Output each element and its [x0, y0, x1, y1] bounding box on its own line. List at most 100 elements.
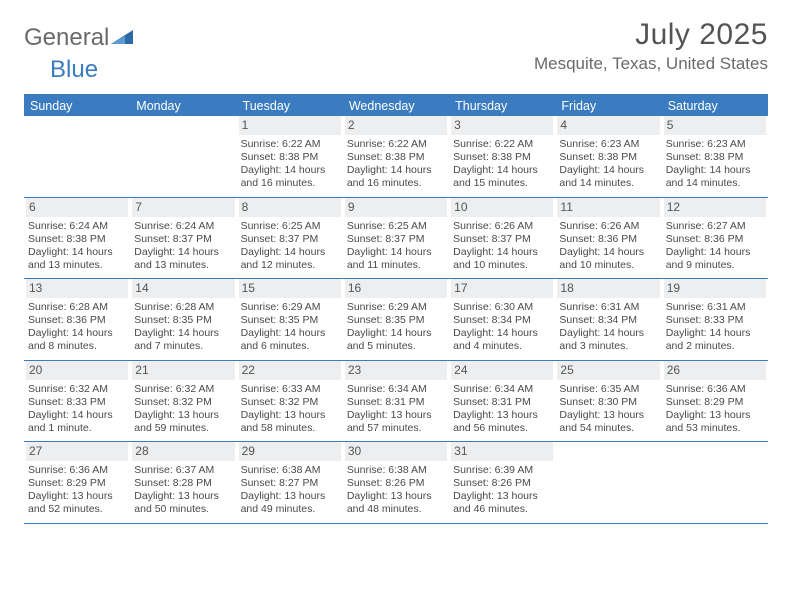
daylight-label-1: Daylight: 14 hours	[28, 327, 126, 340]
daylight-label-2: and 4 minutes.	[453, 340, 551, 353]
day-number: 14	[132, 279, 234, 298]
day-cell	[130, 116, 236, 197]
daylight-label-2: and 2 minutes.	[666, 340, 764, 353]
daylight-label-1: Daylight: 14 hours	[453, 246, 551, 259]
day-cell: 29Sunrise: 6:38 AMSunset: 8:27 PMDayligh…	[237, 442, 343, 523]
day-cell: 3Sunrise: 6:22 AMSunset: 8:38 PMDaylight…	[449, 116, 555, 197]
dow-cell: Sunday	[24, 96, 130, 116]
day-cell	[555, 442, 661, 523]
day-number: 22	[239, 361, 341, 380]
sunrise-label: Sunrise: 6:28 AM	[28, 301, 126, 314]
month-title: July 2025	[534, 18, 768, 52]
sunset-label: Sunset: 8:33 PM	[28, 396, 126, 409]
sunset-label: Sunset: 8:35 PM	[134, 314, 232, 327]
daylight-label-2: and 3 minutes.	[559, 340, 657, 353]
day-number: 12	[664, 198, 766, 217]
sunrise-label: Sunrise: 6:36 AM	[666, 383, 764, 396]
day-cell: 16Sunrise: 6:29 AMSunset: 8:35 PMDayligh…	[343, 279, 449, 360]
day-cell: 11Sunrise: 6:26 AMSunset: 8:36 PMDayligh…	[555, 198, 661, 279]
dow-cell: Wednesday	[343, 96, 449, 116]
daylight-label-1: Daylight: 14 hours	[666, 164, 764, 177]
day-number: 26	[664, 361, 766, 380]
day-number: 30	[345, 442, 447, 461]
sunset-label: Sunset: 8:33 PM	[666, 314, 764, 327]
logo: General	[24, 24, 135, 52]
daylight-label-1: Daylight: 14 hours	[559, 164, 657, 177]
sunrise-label: Sunrise: 6:38 AM	[347, 464, 445, 477]
sunrise-label: Sunrise: 6:22 AM	[453, 138, 551, 151]
daylight-label-1: Daylight: 13 hours	[453, 490, 551, 503]
day-number: 16	[345, 279, 447, 298]
day-cell: 6Sunrise: 6:24 AMSunset: 8:38 PMDaylight…	[24, 198, 130, 279]
sunrise-label: Sunrise: 6:32 AM	[28, 383, 126, 396]
day-number: 11	[557, 198, 659, 217]
daylight-label-2: and 13 minutes.	[28, 259, 126, 272]
daylight-label-1: Daylight: 13 hours	[559, 409, 657, 422]
sunset-label: Sunset: 8:38 PM	[559, 151, 657, 164]
sunrise-label: Sunrise: 6:35 AM	[559, 383, 657, 396]
daylight-label-1: Daylight: 13 hours	[453, 409, 551, 422]
daylight-label-2: and 1 minute.	[28, 422, 126, 435]
daylight-label-2: and 52 minutes.	[28, 503, 126, 516]
sunrise-label: Sunrise: 6:38 AM	[241, 464, 339, 477]
daylight-label-1: Daylight: 13 hours	[666, 409, 764, 422]
daylight-label-1: Daylight: 14 hours	[134, 246, 232, 259]
day-cell: 4Sunrise: 6:23 AMSunset: 8:38 PMDaylight…	[555, 116, 661, 197]
day-cell: 22Sunrise: 6:33 AMSunset: 8:32 PMDayligh…	[237, 361, 343, 442]
sunset-label: Sunset: 8:32 PM	[241, 396, 339, 409]
day-number: 17	[451, 279, 553, 298]
daylight-label-2: and 46 minutes.	[453, 503, 551, 516]
daylight-label-2: and 49 minutes.	[241, 503, 339, 516]
sunset-label: Sunset: 8:27 PM	[241, 477, 339, 490]
logo-text-general: General	[24, 24, 109, 52]
sunset-label: Sunset: 8:37 PM	[453, 233, 551, 246]
day-number: 4	[557, 116, 659, 135]
daylight-label-2: and 16 minutes.	[241, 177, 339, 190]
sunset-label: Sunset: 8:31 PM	[453, 396, 551, 409]
sunset-label: Sunset: 8:34 PM	[453, 314, 551, 327]
sunset-label: Sunset: 8:37 PM	[347, 233, 445, 246]
dow-row: SundayMondayTuesdayWednesdayThursdayFrid…	[24, 96, 768, 116]
sunrise-label: Sunrise: 6:24 AM	[134, 220, 232, 233]
sunrise-label: Sunrise: 6:29 AM	[241, 301, 339, 314]
day-cell: 25Sunrise: 6:35 AMSunset: 8:30 PMDayligh…	[555, 361, 661, 442]
daylight-label-1: Daylight: 14 hours	[666, 246, 764, 259]
day-cell: 26Sunrise: 6:36 AMSunset: 8:29 PMDayligh…	[662, 361, 768, 442]
day-cell: 17Sunrise: 6:30 AMSunset: 8:34 PMDayligh…	[449, 279, 555, 360]
day-cell: 23Sunrise: 6:34 AMSunset: 8:31 PMDayligh…	[343, 361, 449, 442]
daylight-label-2: and 10 minutes.	[559, 259, 657, 272]
daylight-label-1: Daylight: 14 hours	[134, 327, 232, 340]
sunset-label: Sunset: 8:34 PM	[559, 314, 657, 327]
day-cell: 12Sunrise: 6:27 AMSunset: 8:36 PMDayligh…	[662, 198, 768, 279]
sunrise-label: Sunrise: 6:31 AM	[559, 301, 657, 314]
daylight-label-2: and 15 minutes.	[453, 177, 551, 190]
day-number: 13	[26, 279, 128, 298]
day-cell: 7Sunrise: 6:24 AMSunset: 8:37 PMDaylight…	[130, 198, 236, 279]
day-number: 18	[557, 279, 659, 298]
day-number: 3	[451, 116, 553, 135]
daylight-label-1: Daylight: 14 hours	[241, 327, 339, 340]
day-cell: 30Sunrise: 6:38 AMSunset: 8:26 PMDayligh…	[343, 442, 449, 523]
day-cell: 1Sunrise: 6:22 AMSunset: 8:38 PMDaylight…	[237, 116, 343, 197]
sunrise-label: Sunrise: 6:36 AM	[28, 464, 126, 477]
day-number: 1	[239, 116, 341, 135]
week-row: 27Sunrise: 6:36 AMSunset: 8:29 PMDayligh…	[24, 442, 768, 524]
day-cell	[662, 442, 768, 523]
sunrise-label: Sunrise: 6:23 AM	[666, 138, 764, 151]
daylight-label-2: and 6 minutes.	[241, 340, 339, 353]
daylight-label-2: and 7 minutes.	[134, 340, 232, 353]
day-number: 25	[557, 361, 659, 380]
day-cell: 2Sunrise: 6:22 AMSunset: 8:38 PMDaylight…	[343, 116, 449, 197]
daylight-label-2: and 9 minutes.	[666, 259, 764, 272]
sunrise-label: Sunrise: 6:27 AM	[666, 220, 764, 233]
day-cell: 10Sunrise: 6:26 AMSunset: 8:37 PMDayligh…	[449, 198, 555, 279]
day-number: 31	[451, 442, 553, 461]
day-number: 6	[26, 198, 128, 217]
day-number: 24	[451, 361, 553, 380]
daylight-label-1: Daylight: 14 hours	[241, 246, 339, 259]
daylight-label-1: Daylight: 14 hours	[28, 409, 126, 422]
daylight-label-2: and 56 minutes.	[453, 422, 551, 435]
sunset-label: Sunset: 8:38 PM	[453, 151, 551, 164]
day-number: 29	[239, 442, 341, 461]
week-row: 1Sunrise: 6:22 AMSunset: 8:38 PMDaylight…	[24, 116, 768, 198]
